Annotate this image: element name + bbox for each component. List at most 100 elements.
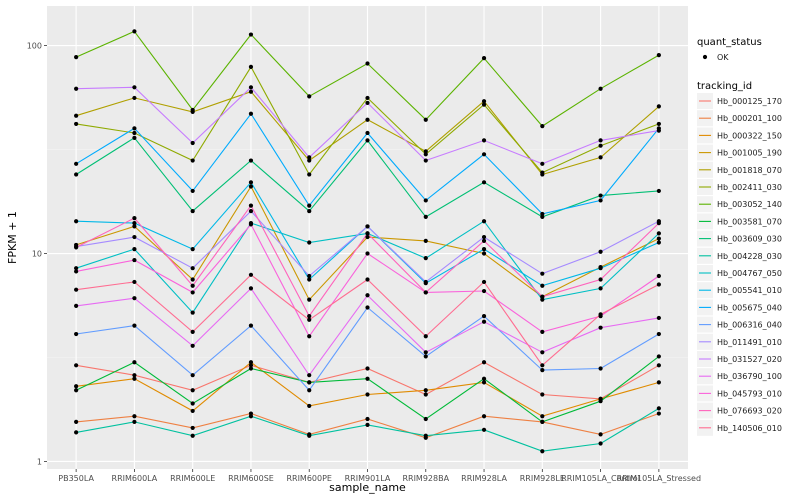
data-points <box>74 29 661 454</box>
data-point-Hb_036790_100 <box>74 303 79 308</box>
data-point-Hb_003581_070 <box>307 380 312 385</box>
data-point-Hb_140506_010 <box>307 317 312 322</box>
data-point-Hb_076693_020 <box>656 221 661 226</box>
legend-label-Hb_036790_100: Hb_036790_100 <box>717 372 782 381</box>
data-point-Hb_031527_020 <box>132 85 137 90</box>
data-point-Hb_000125_170 <box>132 373 137 378</box>
data-point-Hb_004767_050 <box>540 297 545 302</box>
data-point-Hb_036790_100 <box>540 350 545 355</box>
data-point-Hb_001818_070 <box>74 113 79 118</box>
data-point-Hb_004228_030 <box>481 427 487 432</box>
data-point-Hb_000322_150 <box>190 408 195 414</box>
data-point-Hb_004228_030 <box>598 441 603 446</box>
data-point-Hb_140506_010 <box>365 277 370 282</box>
data-point-Hb_000322_150 <box>74 384 79 389</box>
data-point-Hb_002411_030 <box>365 95 370 101</box>
legend-label-Hb_140506_010: Hb_140506_010 <box>717 424 782 433</box>
data-point-Hb_002411_030 <box>423 152 428 157</box>
data-point-Hb_011491_010 <box>307 273 312 279</box>
data-point-Hb_001818_070 <box>248 89 254 94</box>
data-point-Hb_003609_030 <box>307 208 312 214</box>
data-point-Hb_006316_040 <box>132 323 137 328</box>
data-point-Hb_001005_190 <box>248 184 254 189</box>
data-point-Hb_045793_010 <box>132 257 137 263</box>
legend-label-Hb_045793_010: Hb_045793_010 <box>717 389 782 398</box>
data-point-Hb_003609_030 <box>598 193 603 198</box>
data-point-Hb_004767_050 <box>481 219 487 224</box>
data-point-Hb_005541_010 <box>74 219 79 224</box>
data-point-Hb_036790_100 <box>598 325 603 330</box>
data-point-Hb_005675_040 <box>598 198 603 203</box>
data-point-Hb_000322_150 <box>248 360 254 365</box>
data-point-Hb_031527_020 <box>481 138 487 143</box>
y-tick-label: 10 <box>32 250 42 259</box>
data-point-Hb_002411_030 <box>74 121 79 127</box>
data-point-Hb_000201_100 <box>132 414 137 419</box>
data-point-Hb_001005_190 <box>481 251 487 256</box>
data-point-Hb_076693_020 <box>423 290 428 295</box>
data-point-Hb_003052_140 <box>540 123 545 129</box>
data-point-Hb_076693_020 <box>190 283 195 288</box>
data-point-Hb_003609_030 <box>248 158 254 163</box>
data-point-Hb_031527_020 <box>190 140 195 146</box>
data-point-Hb_003052_140 <box>481 56 487 61</box>
data-point-Hb_005675_040 <box>365 130 370 136</box>
data-point-Hb_140506_010 <box>481 279 487 285</box>
data-point-Hb_001818_070 <box>598 155 603 160</box>
legend-label-Hb_000125_170: Hb_000125_170 <box>717 97 782 106</box>
data-point-Hb_005541_010 <box>190 247 195 252</box>
data-point-Hb_003581_070 <box>190 401 195 406</box>
data-point-Hb_003052_140 <box>598 86 603 91</box>
data-point-Hb_031527_020 <box>307 155 312 160</box>
data-point-Hb_004767_050 <box>307 240 312 245</box>
data-point-Hb_002411_030 <box>481 102 487 107</box>
data-point-Hb_005541_010 <box>307 277 312 282</box>
data-point-Hb_000322_150 <box>656 380 661 385</box>
data-point-Hb_005675_040 <box>540 211 545 217</box>
data-point-Hb_140506_010 <box>248 272 254 277</box>
data-point-Hb_005675_040 <box>307 203 312 208</box>
data-point-Hb_002411_030 <box>132 130 137 136</box>
x-tick-label: RRIM901LA <box>345 474 391 483</box>
data-point-Hb_004228_030 <box>540 449 545 454</box>
data-point-Hb_003052_140 <box>307 94 312 99</box>
data-point-Hb_003581_070 <box>481 376 487 381</box>
data-point-Hb_000125_170 <box>74 363 79 368</box>
data-point-Hb_001005_190 <box>190 277 195 282</box>
data-point-Hb_000322_150 <box>132 376 137 381</box>
data-point-Hb_004767_050 <box>132 247 137 252</box>
legend-label-Hb_031527_020: Hb_031527_020 <box>717 355 782 364</box>
data-point-Hb_000125_170 <box>423 392 428 397</box>
legend-label-Hb_001818_070: Hb_001818_070 <box>717 166 782 175</box>
data-point-Hb_003052_140 <box>365 61 370 66</box>
data-point-Hb_003581_070 <box>423 416 428 422</box>
data-point-Hb_005675_040 <box>423 198 428 203</box>
data-point-Hb_036790_100 <box>423 350 428 355</box>
data-point-Hb_000201_100 <box>365 416 370 422</box>
legend-label-Hb_003609_030: Hb_003609_030 <box>717 235 782 244</box>
data-point-Hb_011491_010 <box>423 279 428 285</box>
data-point-Hb_002411_030 <box>307 172 312 177</box>
data-point-Hb_002411_030 <box>248 64 254 69</box>
data-point-Hb_006316_040 <box>423 354 428 359</box>
data-point-Hb_076693_020 <box>540 294 545 299</box>
data-point-Hb_003581_070 <box>74 388 79 393</box>
data-point-Hb_004767_050 <box>74 266 79 271</box>
data-point-Hb_005675_040 <box>248 111 254 116</box>
data-point-Hb_031527_020 <box>598 138 603 143</box>
data-point-Hb_006316_040 <box>365 305 370 310</box>
data-point-Hb_003052_140 <box>423 117 428 122</box>
data-point-Hb_000125_170 <box>656 363 661 368</box>
data-point-Hb_003581_070 <box>656 354 661 359</box>
data-point-Hb_036790_100 <box>481 319 487 324</box>
data-point-Hb_140506_010 <box>598 312 603 317</box>
data-point-Hb_076693_020 <box>481 238 487 244</box>
data-point-Hb_005675_040 <box>481 152 487 157</box>
data-point-Hb_005541_010 <box>598 266 603 271</box>
data-point-Hb_045793_010 <box>481 288 487 294</box>
x-axis-title: sample_name <box>329 481 406 494</box>
data-point-Hb_003609_030 <box>423 214 428 220</box>
data-point-Hb_002411_030 <box>190 158 195 163</box>
data-point-Hb_000322_150 <box>307 403 312 409</box>
legend-label-Hb_003052_140: Hb_003052_140 <box>717 200 782 209</box>
